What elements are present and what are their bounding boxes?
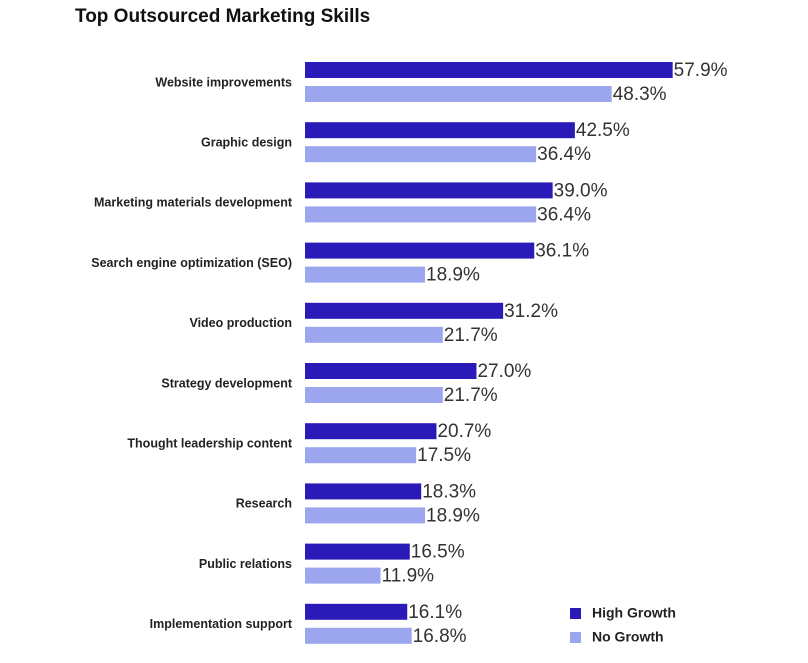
bar-no-growth: [305, 266, 426, 283]
data-label: 57.9%: [674, 60, 728, 81]
data-label: 21.7%: [444, 385, 498, 406]
data-label: 48.3%: [613, 84, 667, 105]
legend-swatch: [570, 632, 581, 643]
category-label: Search engine optimization (SEO): [91, 256, 292, 270]
category-label: Implementation support: [150, 617, 293, 631]
data-label: 20.7%: [437, 421, 491, 442]
bar-no-growth: [305, 387, 443, 403]
bar-high-growth: [305, 122, 575, 139]
legend-label: High Growth: [592, 605, 676, 621]
data-label: 16.8%: [413, 626, 467, 647]
legend-swatch: [570, 608, 581, 619]
data-label: 42.5%: [576, 120, 630, 141]
data-label: 17.5%: [417, 445, 471, 466]
data-label: 27.0%: [477, 361, 531, 382]
category-label: Research: [236, 497, 292, 511]
bar-high-growth: [305, 543, 410, 560]
bar-no-growth: [305, 326, 443, 343]
data-label: 18.9%: [426, 505, 480, 526]
data-label: 16.1%: [408, 602, 462, 623]
data-label: 16.5%: [411, 542, 465, 563]
bar-no-growth: [305, 447, 417, 464]
bar-no-growth: [305, 507, 426, 524]
category-label: Public relations: [199, 557, 292, 571]
bar-high-growth: [305, 62, 673, 78]
bar-no-growth: [305, 86, 612, 102]
bar-high-growth: [305, 302, 504, 319]
data-label: 39.0%: [554, 180, 608, 201]
bar-high-growth: [305, 182, 553, 199]
bar-high-growth: [305, 423, 437, 440]
data-label: 36.1%: [535, 241, 589, 262]
category-label: Marketing materials development: [94, 196, 293, 210]
data-label: 11.9%: [382, 566, 435, 587]
data-label: 21.7%: [444, 325, 498, 346]
chart-title: Top Outsourced Marketing Skills: [75, 6, 371, 27]
legend-label: No Growth: [592, 629, 664, 645]
bar-no-growth: [305, 146, 537, 163]
bar-high-growth: [305, 363, 477, 379]
bar-high-growth: [305, 483, 422, 500]
data-label: 36.4%: [537, 204, 591, 225]
bar-no-growth: [305, 627, 412, 644]
data-label: 36.4%: [537, 144, 591, 165]
bar-no-growth: [305, 567, 381, 584]
category-label: Video production: [189, 316, 292, 330]
data-label: 18.9%: [426, 265, 480, 286]
bar-no-growth: [305, 206, 537, 223]
data-label: 18.3%: [422, 481, 476, 502]
bar-high-growth: [305, 603, 408, 620]
category-label: Strategy development: [161, 376, 292, 390]
bar-high-growth: [305, 242, 535, 259]
data-label: 31.2%: [504, 301, 558, 322]
category-label: Website improvements: [155, 75, 292, 89]
category-label: Graphic design: [201, 135, 292, 149]
category-label: Thought leadership content: [127, 436, 292, 450]
